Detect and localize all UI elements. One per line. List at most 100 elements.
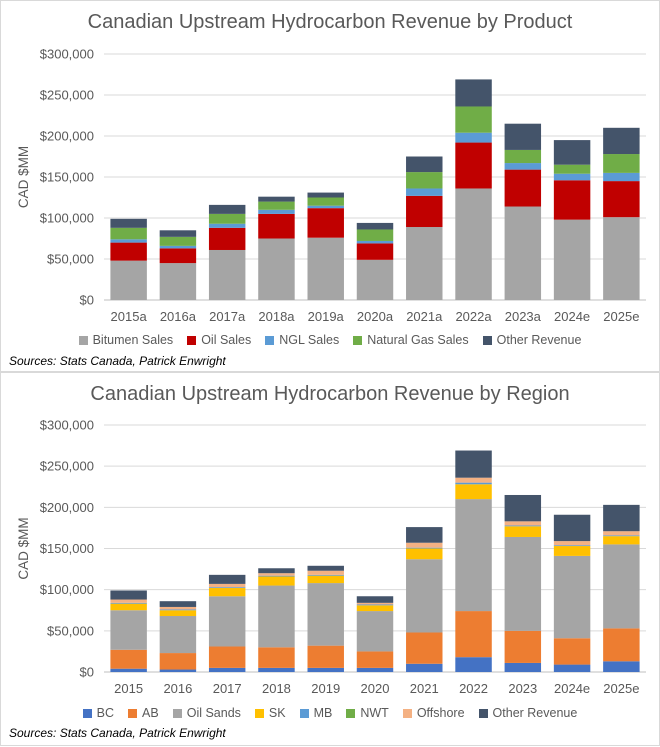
bar-segment-sk <box>208 588 246 597</box>
bar-segment-ngl-sales <box>356 240 394 244</box>
bar-segment-ngl-sales <box>406 188 443 196</box>
x-tick-label: 2021 <box>410 681 439 696</box>
bar-segment-bc <box>553 664 591 672</box>
legend-swatch <box>254 708 264 718</box>
y-tick-label: $50,000 <box>47 623 94 638</box>
bar-segment-oil-sands <box>258 585 295 648</box>
bar-segment-bitumen-sales <box>504 206 542 300</box>
chart-legend: Bitumen Sales Oil Sales NGL Sales Natural G… <box>1 333 659 347</box>
y-tick-label: $200,000 <box>40 500 94 515</box>
legend-label: AB <box>142 706 159 720</box>
bar-segment-natural-gas-sales <box>603 154 640 173</box>
bar-segment-other-revenue <box>159 230 197 237</box>
y-tick-label: $150,000 <box>40 541 94 556</box>
bar-segment-bc <box>356 667 394 672</box>
bar-segment-natural-gas-sales <box>159 236 197 246</box>
bar-segment-ab <box>159 653 197 670</box>
bar-segment-bitumen-sales <box>258 238 295 300</box>
legend-item: MB <box>299 706 333 720</box>
x-tick-label: 2025e <box>603 681 639 696</box>
legend-swatch <box>128 708 138 718</box>
legend-swatch <box>78 335 88 345</box>
bar-segment-bc <box>159 669 197 672</box>
bar-segment-natural-gas-sales <box>307 197 344 206</box>
legend-label: BC <box>96 706 115 720</box>
bar-segment-other-revenue <box>406 527 443 543</box>
legend-label: Other Revenue <box>496 333 582 347</box>
legend-label: MB <box>313 706 333 720</box>
bar-segment-natural-gas-sales <box>406 172 443 189</box>
bar-segment-oil-sands <box>110 610 147 650</box>
bar-segment-mb <box>406 547 443 549</box>
bar-segment-natural-gas-sales <box>553 164 591 174</box>
chart-legend: BC AB Oil Sands SK MB NWT Offshore Other Revenu… <box>1 706 659 720</box>
bar-segment-oil-sands <box>406 559 443 633</box>
legend-item: Other Revenue <box>478 706 577 720</box>
product-chart-panel: Canadian Upstream Hydrocarbon Revenue by… <box>0 0 660 372</box>
x-tick-label: 2023a <box>505 309 542 324</box>
bar-segment-offshore <box>406 542 443 548</box>
bar-segment-other-revenue <box>356 222 394 230</box>
bar-segment-oil-sales <box>258 213 295 239</box>
bar-segment-bitumen-sales <box>208 249 246 300</box>
y-tick-label: $100,000 <box>40 582 94 597</box>
legend-swatch <box>346 708 356 718</box>
bar-segment-natural-gas-sales <box>455 106 492 133</box>
bar-segment-oil-sales <box>504 169 542 207</box>
x-tick-label: 2018 <box>262 681 291 696</box>
region-chart-plot: $0 $50,000 $100,000 $150,000 $200,000 $250,00… <box>16 418 646 696</box>
bar-segment-mb <box>553 545 591 547</box>
bar-segment-mb <box>159 609 197 611</box>
region-chart-panel: Canadian Upstream Hydrocarbon Revenue by… <box>0 372 660 746</box>
source-note: Sources: Stats Canada, Patrick Enwright <box>9 354 226 368</box>
legend-swatch <box>482 335 492 345</box>
bar-segment-sk <box>307 575 344 584</box>
legend-item: Oil Sands <box>172 706 241 720</box>
bar-segment-offshore <box>307 570 344 575</box>
x-tick-label: 2021a <box>406 309 443 324</box>
bar-segment-other-revenue <box>504 494 542 522</box>
bar-segment-bc <box>307 667 344 672</box>
bar-segment-other-revenue <box>258 568 295 574</box>
bar-segment-other-revenue <box>553 514 591 542</box>
bar-segment-bitumen-sales <box>455 188 492 300</box>
bar-segment-ab <box>603 628 640 662</box>
legend-swatch <box>402 708 412 718</box>
bar-segment-oil-sands <box>455 499 492 612</box>
x-tick-label: 2023 <box>508 681 537 696</box>
legend-swatch <box>265 335 275 345</box>
bar-segment-ab <box>307 645 344 668</box>
bar-segment-oil-sands <box>553 555 591 639</box>
legend-swatch <box>478 708 488 718</box>
bar-segment-other-revenue <box>455 79 492 107</box>
x-tick-label: 2016a <box>160 309 197 324</box>
legend-item: Oil Sales <box>187 333 251 347</box>
chart-title: Canadian Upstream Hydrocarbon Revenue by… <box>90 383 570 405</box>
bar-segment-oil-sales <box>603 181 640 218</box>
bar-segment-other-revenue <box>110 590 147 600</box>
bar-segment-bitumen-sales <box>159 263 197 300</box>
legend-item: SK <box>254 706 286 720</box>
legend-label: Oil Sales <box>201 333 252 347</box>
bar-segment-oil-sales <box>356 243 394 260</box>
y-tick-label: $250,000 <box>40 459 94 474</box>
bar-segment-offshore <box>258 573 295 576</box>
bar-segment-sk <box>258 576 295 586</box>
bar-segment-ngl-sales <box>553 173 591 181</box>
bar-segment-ab <box>208 646 246 668</box>
legend-swatch <box>299 708 309 718</box>
bar-segment-other-revenue <box>258 196 295 202</box>
bar-segment-bc <box>504 662 542 672</box>
bar-segment-bitumen-sales <box>356 259 394 300</box>
bar-segment-offshore <box>553 541 591 546</box>
bar-segment-ab <box>504 630 542 663</box>
bar-segment-offshore <box>603 531 640 536</box>
y-tick-label: $200,000 <box>40 129 94 144</box>
y-axis-label: CAD $MM <box>16 517 31 579</box>
bar-segment-ab <box>553 638 591 665</box>
legend-swatch <box>187 335 197 345</box>
legend-label: Oil Sands <box>186 706 241 720</box>
bar-segment-natural-gas-sales <box>110 227 147 240</box>
bar-segment-sk <box>159 610 197 617</box>
bar-segment-offshore <box>159 606 197 610</box>
